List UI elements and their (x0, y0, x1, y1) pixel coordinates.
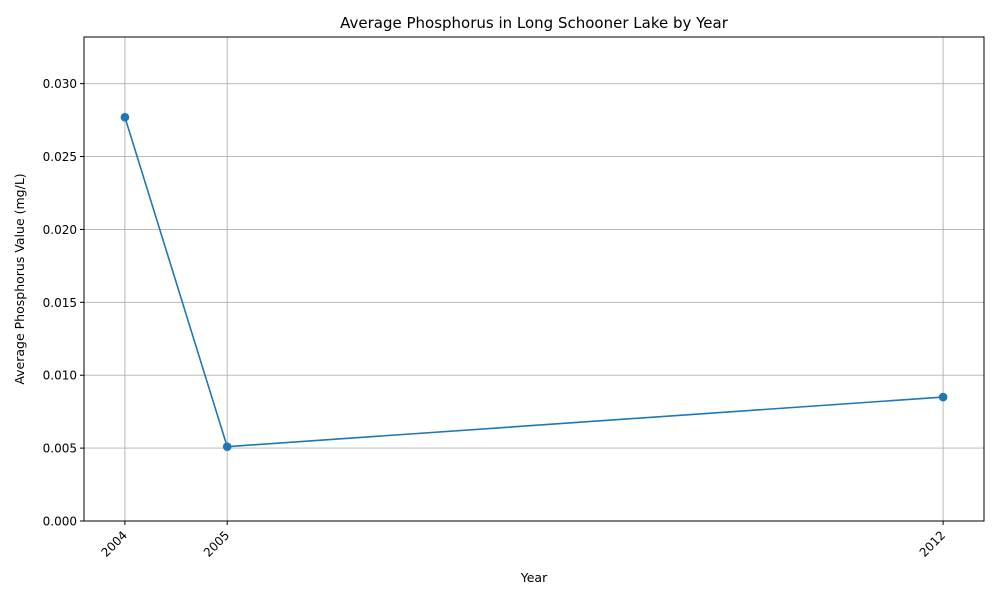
plot-frame (83, 36, 985, 522)
data-point (222, 442, 232, 451)
data-point (120, 112, 130, 122)
y-axis-label: Average Phosphorus Value (mg/L) (12, 173, 27, 384)
series-layer (120, 112, 948, 451)
x-axis-label: Year (520, 570, 548, 585)
y-tick-label: 0.020 (43, 223, 77, 237)
y-tick-label: 0.005 (43, 442, 77, 456)
y-tick-label: 0.010 (43, 369, 77, 383)
data-point (938, 392, 948, 402)
grid (84, 37, 984, 522)
y-tick-label: 0.000 (43, 515, 77, 529)
y-tick-label: 0.015 (43, 296, 77, 310)
y-tick-label: 0.030 (43, 77, 77, 91)
chart-title: Average Phosphorus in Long Schooner Lake… (340, 14, 729, 32)
y-tick-label: 0.025 (43, 150, 77, 164)
